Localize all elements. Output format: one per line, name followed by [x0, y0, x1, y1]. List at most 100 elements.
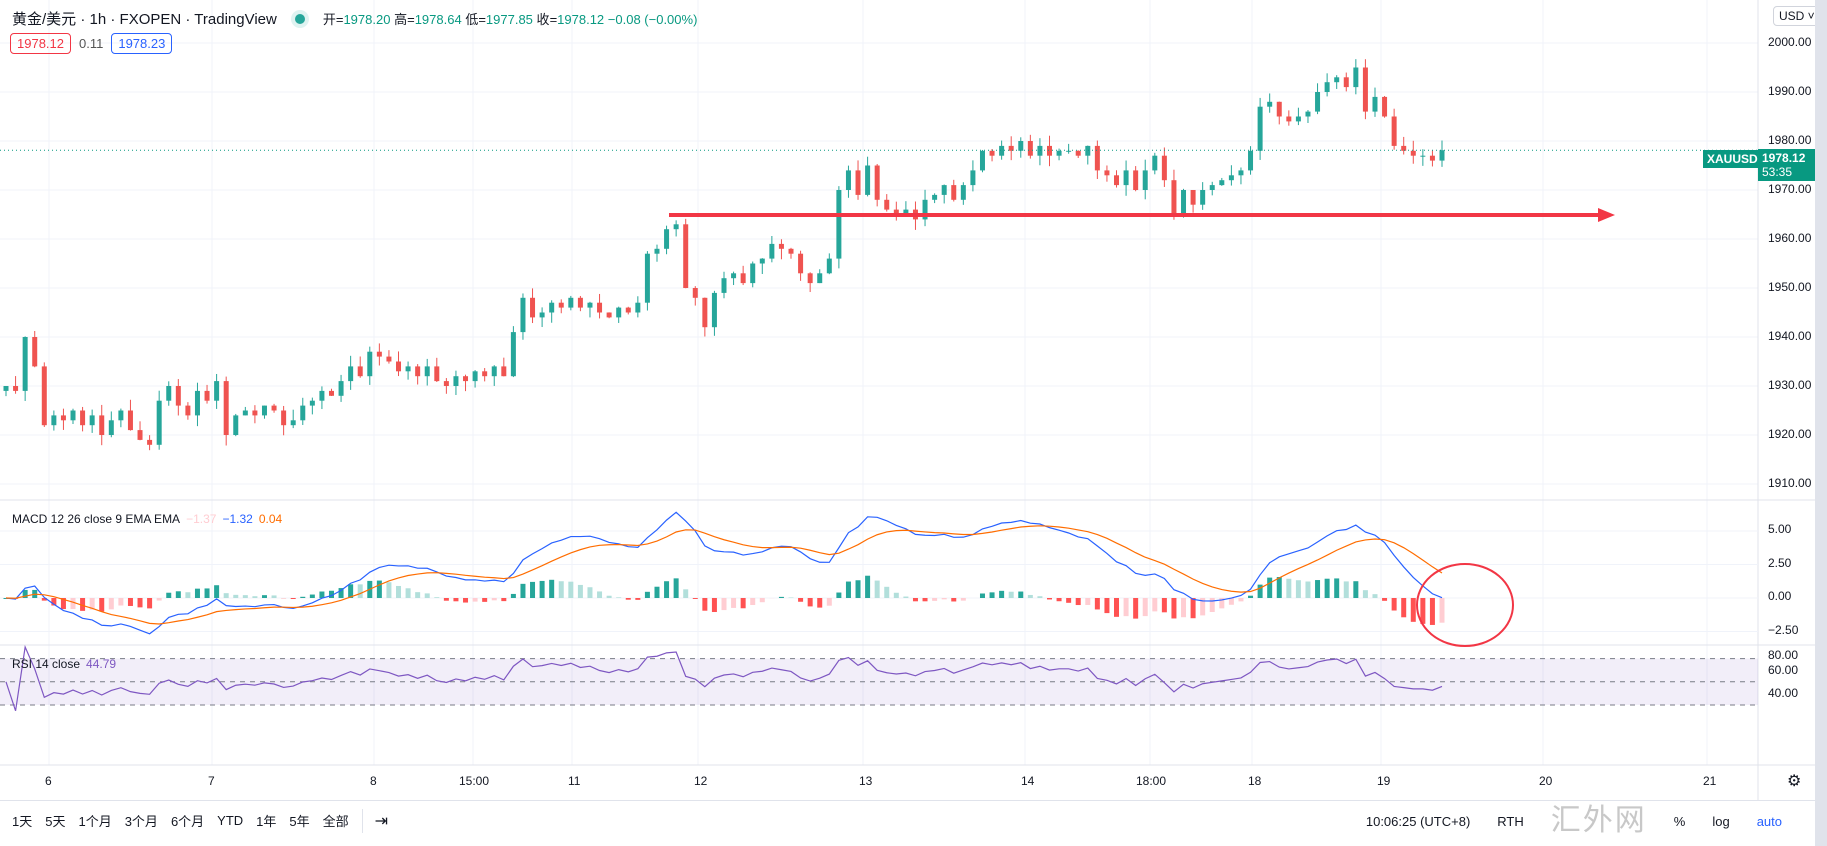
- macd-histogram-bar: [396, 585, 402, 598]
- auto-toggle[interactable]: auto: [1756, 813, 1782, 829]
- macd-histogram-bar: [376, 580, 382, 598]
- candle-body: [1295, 116, 1301, 122]
- buy-button[interactable]: 1978.23: [111, 33, 173, 54]
- candle-body: [597, 302, 603, 313]
- macd-histogram-bar: [530, 581, 536, 598]
- time-axis-label: 21: [1703, 774, 1717, 788]
- candle-body: [32, 337, 38, 367]
- macd-histogram-bar: [1114, 598, 1120, 617]
- currency-select[interactable]: USD ˅: [1773, 6, 1821, 26]
- price-axis-label: 1970.00: [1768, 182, 1812, 196]
- candle-body: [261, 405, 267, 416]
- last-price-label: 1978.12 53:35: [1758, 149, 1815, 181]
- candle-body: [185, 405, 191, 416]
- macd-histogram-bar: [118, 598, 124, 606]
- candle-body: [1209, 185, 1215, 190]
- candle-body: [798, 253, 804, 274]
- range-5d[interactable]: 5天: [45, 814, 66, 829]
- macd-histogram-bar: [194, 588, 200, 598]
- candle-body: [721, 278, 727, 293]
- range-3m[interactable]: 3个月: [124, 814, 158, 829]
- candle-body: [1429, 155, 1435, 161]
- candle-body: [855, 170, 861, 195]
- candle-body: [491, 366, 497, 377]
- range-6m[interactable]: 6个月: [170, 814, 205, 829]
- range-1d[interactable]: 1天: [12, 814, 33, 829]
- candle-body: [568, 297, 574, 308]
- macd-histogram-bar: [1353, 581, 1359, 598]
- macd-histogram-bar: [338, 588, 344, 598]
- macd-histogram-bar: [1181, 598, 1187, 618]
- macd-histogram-bar: [60, 598, 66, 610]
- macd-histogram-bar: [817, 598, 823, 608]
- macd-histogram-bar: [99, 598, 105, 612]
- range-ytd[interactable]: YTD: [217, 813, 244, 828]
- macd-histogram-bar: [309, 594, 315, 598]
- candle-body: [147, 439, 153, 445]
- macd-histogram-bar: [683, 589, 689, 598]
- ohlc-readout: 开=1978.20 高=1978.64 低=1977.85 收=1978.12 …: [322, 12, 698, 27]
- macd-histogram-bar: [673, 578, 679, 598]
- goto-date-icon[interactable]: ⇥: [374, 812, 389, 830]
- macd-histogram-bar: [1046, 598, 1052, 600]
- clock[interactable]: 10:06:25 (UTC+8): [1365, 813, 1471, 829]
- scrollbar[interactable]: [1815, 0, 1827, 846]
- candle-body: [1324, 82, 1330, 92]
- macd-histogram-bar: [1142, 598, 1148, 617]
- macd-axis-label: 5.00: [1768, 522, 1792, 536]
- macd-histogram-bar: [233, 594, 239, 598]
- candle-body: [233, 415, 239, 435]
- macd-histogram-bar: [463, 598, 469, 603]
- candle-body: [424, 366, 430, 377]
- macd-axis-label: 0.00: [1768, 589, 1792, 603]
- candle-body: [951, 185, 957, 200]
- candle-body: [1027, 141, 1033, 156]
- macd-histogram-bar: [1382, 598, 1388, 601]
- candle-body: [1152, 155, 1158, 171]
- range-all[interactable]: 全部: [322, 814, 349, 829]
- macd-histogram-bar: [740, 598, 746, 609]
- macd-histogram-bar: [798, 598, 804, 602]
- macd-histogram-bar: [386, 582, 392, 598]
- macd-histogram-bar: [1104, 598, 1110, 614]
- macd-histogram-bar: [979, 593, 985, 598]
- settings-gear-icon[interactable]: ⚙: [1787, 773, 1802, 790]
- macd-histogram-bar: [750, 598, 756, 606]
- candle-body: [1114, 175, 1120, 186]
- candle-body: [1391, 116, 1397, 146]
- candle-body: [453, 376, 459, 386]
- rsi-axis-label: 80.00: [1768, 648, 1799, 662]
- macd-histogram-bar: [664, 581, 670, 598]
- candle-body: [1018, 141, 1024, 151]
- candle-body: [405, 366, 411, 372]
- percent-toggle[interactable]: %: [1673, 813, 1686, 829]
- candle-body: [836, 190, 842, 259]
- price-axis-label: 2000.00: [1768, 35, 1812, 49]
- macd-histogram-bar: [108, 598, 114, 610]
- candle-body: [1276, 101, 1282, 117]
- log-toggle[interactable]: log: [1712, 813, 1730, 829]
- candle-body: [932, 194, 938, 200]
- candle-body: [510, 332, 516, 377]
- macd-histogram-bar: [348, 584, 354, 598]
- candle-body: [386, 356, 392, 362]
- chart-canvas[interactable]: [0, 0, 1815, 800]
- macd-histogram-bar: [587, 587, 593, 598]
- range-1y[interactable]: 1年: [256, 814, 277, 829]
- macd-histogram-bar: [625, 598, 631, 600]
- time-axis-label: 13: [859, 774, 873, 788]
- rsi-legend[interactable]: RSI 14 close 44.79: [12, 657, 117, 671]
- macd-histogram-bar: [874, 580, 880, 598]
- candle-body: [1315, 92, 1321, 112]
- rth-toggle[interactable]: RTH: [1497, 813, 1524, 829]
- candle-body: [750, 263, 756, 284]
- range-5y[interactable]: 5年: [289, 814, 310, 829]
- sell-button[interactable]: 1978.12: [10, 33, 71, 54]
- macd-histogram-bar: [549, 579, 555, 598]
- symbol-title[interactable]: 黄金/美元 · 1h · FXOPEN · TradingView: [12, 11, 277, 28]
- candle-body: [1410, 150, 1416, 156]
- macd-legend[interactable]: MACD 12 26 close 9 EMA EMA −1.37 −1.32 0.04: [12, 512, 283, 526]
- macd-histogram-bar: [22, 589, 28, 598]
- range-1m[interactable]: 1个月: [78, 814, 112, 829]
- candle-body: [214, 381, 220, 401]
